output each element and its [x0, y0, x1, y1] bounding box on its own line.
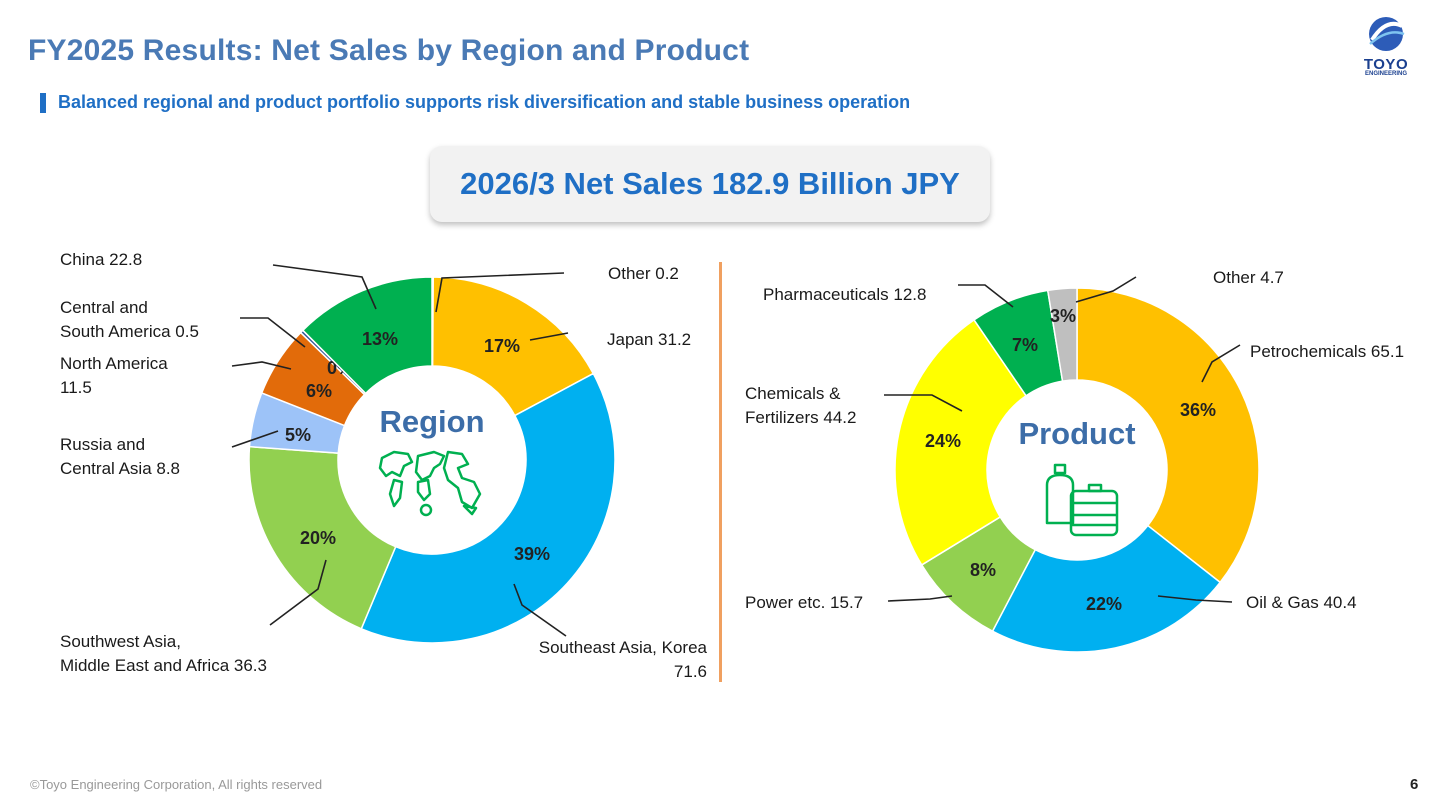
product-slice-chemicals-fertilizers [894, 318, 1028, 566]
copyright-notice: ©Toyo Engineering Corporation, All right… [30, 777, 323, 792]
region-pct-russia-and-central-asia: 5% [285, 425, 311, 445]
product-label-chemicals-fertilizers: Chemicals & Fertilizers 44.2 [745, 384, 857, 427]
region-label-other: Other 0.2 [608, 264, 679, 283]
product-label-other: Other 4.7 [1213, 268, 1284, 287]
region-label-japan: Japan 31.2 [607, 330, 692, 349]
page-title: FY2025 Results: Net Sales by Region and … [28, 34, 750, 67]
region-leader-southeast-asia-korea [513, 583, 567, 637]
region-leader-central-and-south-america [240, 317, 306, 348]
region-label-southeast-asia-korea: Southeast Asia, Korea 71.6 [538, 638, 707, 681]
product-label-oil-gas: Oil & Gas 40.4 [1246, 593, 1357, 612]
logo-wordmark: TOYO [1363, 56, 1409, 73]
subtitle-accent-bar [40, 92, 46, 113]
product-leader-pharmaceuticals [958, 284, 1014, 308]
product-pct-chemicals-fertilizers: 24% [925, 431, 961, 451]
region-chart-title: Region [379, 404, 484, 439]
region-label-russia-and-central-asia: Russia and Central Asia 8.8 [60, 435, 181, 478]
region-leader-china [272, 264, 377, 310]
product-label-power-etc: Power etc. 15.7 [745, 593, 864, 612]
region-pct-north-america: 6% [306, 381, 332, 401]
product-label-pharmaceuticals: Pharmaceuticals 12.8 [763, 285, 927, 304]
product-pct-oil-gas: 22% [1086, 594, 1122, 614]
product-leader-petrochemicals [1201, 344, 1241, 383]
region-slice-southwest-asia-middle-east-and-africa [248, 445, 397, 630]
chart-divider [719, 262, 722, 682]
product-pct-other: 3% [1050, 306, 1076, 326]
product-leader-oil-gas [1157, 595, 1233, 603]
region-leader-southwest-asia-middle-east-and-africa [269, 559, 327, 626]
logo-wordmark-sub: ENGINEERING [1364, 71, 1407, 77]
region-leader-other [435, 272, 565, 313]
region-donut-chart: 0%17%39%20%5%6%0%13%Region [248, 276, 616, 644]
company-logo-icon [1369, 17, 1405, 51]
region-leader-russia-and-central-asia [231, 430, 279, 448]
product-donut-chart: 36% 22% 8% 24% 7% 3% Product [894, 287, 1260, 653]
region-pct-china: 13% [362, 329, 398, 349]
region-pct-southwest-asia-middle-east-and-africa: 20% [300, 528, 336, 548]
net-sales-banner: 2026/3 Net Sales 182.9 Billion JPY [430, 146, 990, 222]
page-subtitle: Balanced regional and product portfolio … [58, 92, 911, 112]
product-slice-other [1046, 287, 1078, 383]
page-number: 6 [1410, 776, 1419, 793]
region-label-central-and-south-america: Central and South America 0.5 [60, 298, 199, 341]
region-slice-southeast-asia-korea [360, 372, 616, 644]
region-leader-north-america [231, 361, 292, 370]
product-leader-other [1075, 276, 1137, 303]
product-leader-chemicals-fertilizers [884, 394, 963, 412]
product-slice-oil-gas [991, 524, 1222, 653]
region-label-southwest-asia-middle-east-and-africa: Southwest Asia, Middle East and Africa 3… [60, 632, 267, 675]
chemical-tanks-icon [1045, 463, 1119, 537]
product-leader-power-etc [887, 595, 953, 602]
product-pct-pharmaceuticals: 7% [1012, 335, 1038, 355]
leader-lines [231, 264, 1241, 637]
region-label-china: China 22.8 [60, 250, 143, 269]
subtitle-row: Balanced regional and product portfolio … [40, 92, 910, 113]
region-slice-japan [431, 276, 595, 417]
net-sales-banner-text: 2026/3 Net Sales 182.9 Billion JPY [460, 166, 960, 201]
product-pct-power-etc: 8% [970, 560, 996, 580]
region-leader-japan [529, 332, 569, 341]
product-label-petrochemicals: Petrochemicals 65.1 [1250, 342, 1405, 361]
world-map-icon [378, 450, 482, 517]
region-label-north-america: North America 11.5 [60, 354, 168, 397]
region-slice-china [301, 276, 433, 395]
region-pct-southeast-asia-korea: 39% [514, 544, 550, 564]
region-pct-japan: 17% [484, 336, 520, 356]
product-pct-petrochemicals: 36% [1180, 400, 1216, 420]
product-chart-title: Product [1018, 416, 1135, 451]
